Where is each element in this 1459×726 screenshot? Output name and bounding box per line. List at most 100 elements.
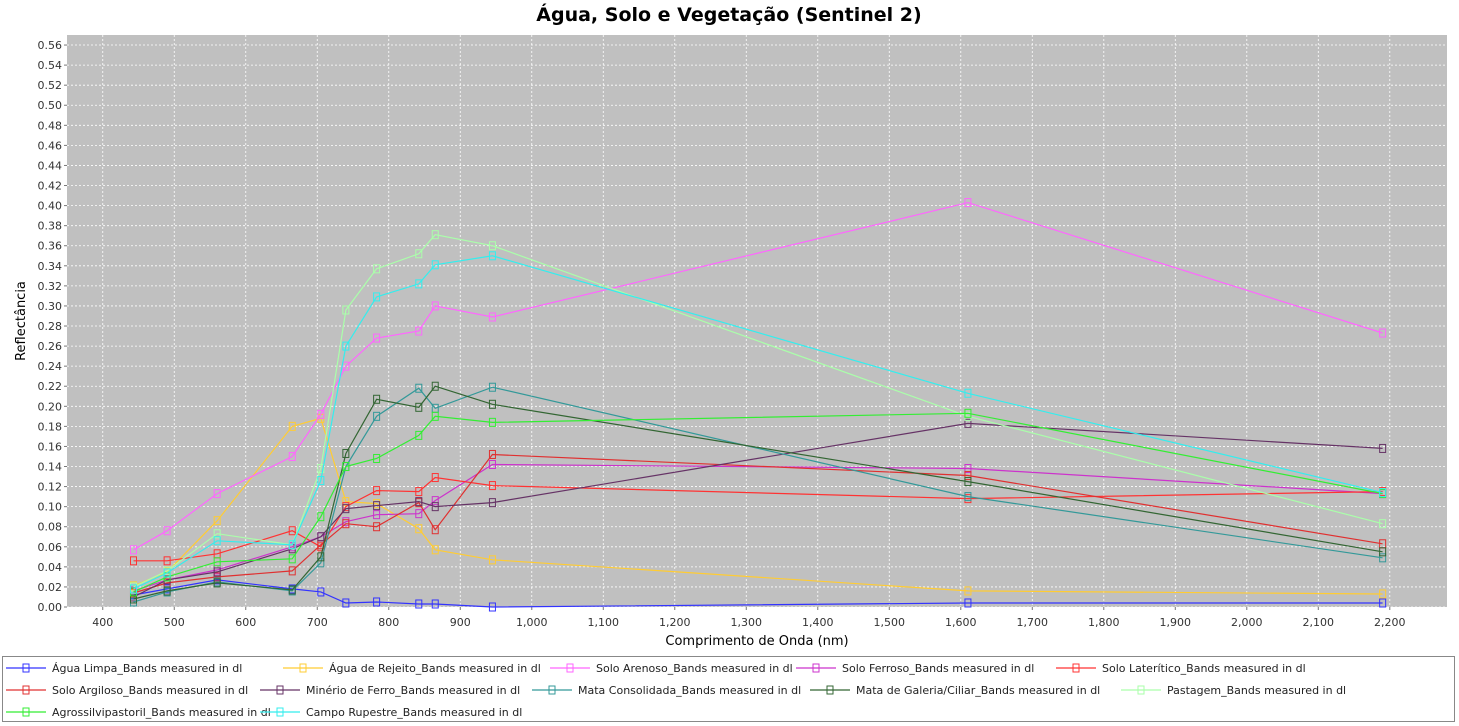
series-line: [133, 255, 1383, 590]
data-point: [488, 382, 496, 392]
data-point: [342, 497, 350, 507]
legend-swatch: [1121, 685, 1161, 695]
legend-swatch: [810, 685, 850, 695]
series-line: [133, 463, 1383, 592]
data-point: [488, 481, 496, 491]
data-point: [1379, 589, 1387, 599]
y-axis: 0.00 0.02 0.04 0.06 0.08 0.10 0.12 0.14 0.16 0.18…: [38, 39, 67, 614]
plot-area: [67, 35, 1447, 607]
data-point: [415, 524, 423, 534]
legend-swatch: [283, 663, 323, 673]
data-point: [964, 198, 972, 208]
series-layer: [129, 198, 1387, 612]
data-point: [342, 341, 350, 351]
x-tick-label: 2,200: [1374, 616, 1406, 629]
data-point: [964, 471, 972, 481]
data-point: [373, 501, 381, 511]
legend-label: Minério de Ferro_Bands measured in dl: [306, 683, 521, 697]
data-point: [213, 557, 221, 567]
legend-swatch: [796, 663, 836, 673]
legend-item: Campo Rupestre_Bands measured in dl: [260, 703, 522, 721]
data-point: [964, 388, 972, 398]
y-tick-label: 0.20: [38, 400, 63, 413]
y-tick-label: 0.28: [38, 320, 63, 333]
data-point: [488, 241, 496, 251]
data-point: [317, 464, 325, 474]
data-point: [342, 361, 350, 371]
y-tick-label: 0.54: [38, 59, 63, 72]
x-tick-label: 1,800: [1088, 616, 1120, 629]
data-point: [288, 540, 296, 550]
y-tick-label: 0.18: [38, 420, 63, 433]
y-tick-label: 0.06: [38, 541, 63, 554]
series-group: [129, 198, 1387, 555]
data-point: [431, 301, 439, 311]
y-tick-label: 0.30: [38, 300, 63, 313]
data-point: [1379, 488, 1387, 498]
y-tick-label: 0.34: [38, 260, 63, 273]
data-point: [488, 417, 496, 427]
y-tick-label: 0.14: [38, 461, 63, 474]
series-group: [129, 381, 1387, 604]
legend-item: Mata de Galeria/Ciliar_Bands measured in…: [810, 681, 1100, 699]
data-point: [431, 502, 439, 512]
x-tick-label: 1,500: [874, 616, 906, 629]
data-point: [415, 279, 423, 289]
data-point: [488, 555, 496, 565]
legend-swatch: [532, 685, 572, 695]
series-group: [129, 251, 1387, 594]
series-line: [133, 579, 1383, 608]
data-point: [373, 510, 381, 520]
x-tick-label: 600: [235, 616, 256, 629]
data-point: [342, 305, 350, 315]
data-point: [488, 602, 496, 612]
data-point: [342, 504, 350, 514]
series-group: [129, 473, 1387, 566]
data-point: [288, 526, 296, 536]
y-tick-label: 0.40: [38, 200, 63, 213]
data-point: [317, 558, 325, 568]
data-point: [317, 476, 325, 486]
data-point: [342, 598, 350, 608]
data-point: [964, 477, 972, 487]
data-point: [163, 586, 171, 596]
y-tick-label: 0.12: [38, 481, 63, 494]
data-point: [213, 516, 221, 526]
legend-label: Solo Argiloso_Bands measured in dl: [52, 683, 249, 697]
data-point: [317, 512, 325, 522]
x-tick-label: 2,100: [1303, 616, 1335, 629]
series-line: [133, 201, 1383, 551]
data-point: [373, 486, 381, 496]
y-tick-label: 0.10: [38, 501, 63, 514]
data-point: [288, 566, 296, 576]
data-point: [1379, 547, 1387, 557]
x-tick-label: 1,200: [659, 616, 691, 629]
data-point: [431, 411, 439, 421]
legend-item: Solo Laterítico_Bands measured in dl: [1056, 659, 1306, 677]
y-tick-label: 0.32: [38, 280, 63, 293]
data-point: [129, 594, 137, 604]
x-tick-label: 500: [164, 616, 185, 629]
legend-label: Água de Rejeito_Bands measured in dl: [329, 661, 541, 675]
legend-item: Agrossilvipastoril_Bands measured in dl: [6, 703, 271, 721]
data-point: [163, 526, 171, 536]
data-point: [373, 394, 381, 404]
data-point: [431, 599, 439, 609]
data-point: [415, 599, 423, 609]
data-point: [317, 587, 325, 597]
series-line: [133, 412, 1383, 593]
legend-swatch: [6, 685, 46, 695]
data-point: [373, 333, 381, 343]
data-point: [431, 473, 439, 483]
legend-item: Mata Consolidada_Bands measured in dl: [532, 681, 801, 699]
legend-label: Pastagem_Bands measured in dl: [1167, 683, 1347, 697]
series-line: [133, 422, 1383, 598]
x-tick-label: 900: [450, 616, 471, 629]
y-tick-label: 0.26: [38, 340, 63, 353]
x-tick-label: 800: [378, 616, 399, 629]
data-point: [415, 497, 423, 507]
legend-label: Solo Laterítico_Bands measured in dl: [1102, 661, 1306, 675]
y-tick-label: 0.38: [38, 220, 63, 233]
data-point: [415, 509, 423, 519]
data-point: [964, 586, 972, 596]
